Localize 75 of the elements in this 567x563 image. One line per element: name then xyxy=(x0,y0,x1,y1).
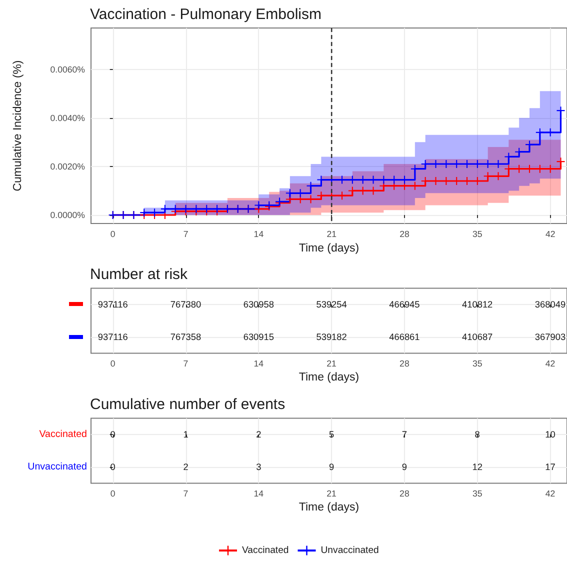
point xyxy=(546,128,554,136)
data-label: 767380 xyxy=(170,299,202,310)
data-label: 539254 xyxy=(316,299,347,310)
data-label: 539182 xyxy=(316,332,347,342)
point xyxy=(182,204,190,213)
legend-label: Unvaccinated xyxy=(320,545,379,556)
x-tick-label: 42 xyxy=(545,488,556,499)
x-tick-label: 21 xyxy=(326,358,337,369)
x-tick-label: 0 xyxy=(110,488,116,499)
y-tick-label: 0.0060% xyxy=(50,64,86,74)
data-label: 8 xyxy=(474,429,480,440)
x-tick-label: 7 xyxy=(183,358,188,369)
data-label: 9 xyxy=(328,462,334,472)
data-label: 2 xyxy=(183,462,188,472)
data-label: 0 xyxy=(110,462,116,472)
data-label: 17 xyxy=(545,462,556,472)
data-label: 12 xyxy=(472,462,482,472)
data-label: 937116 xyxy=(98,332,128,342)
data-label: 466861 xyxy=(389,332,420,342)
y-tick-label: 0.0000% xyxy=(50,210,86,220)
point xyxy=(171,204,180,213)
y-tick-label: 0.0020% xyxy=(50,161,86,172)
y-tick-label: Unvaccinated xyxy=(28,461,87,472)
data-label: 367903 xyxy=(534,332,566,342)
x-tick-label: 35 xyxy=(472,488,482,499)
x-tick-label: 21 xyxy=(326,488,337,499)
data-label: 1 xyxy=(183,429,188,440)
data-label: 5 xyxy=(328,429,334,440)
x-tick-label: 28 xyxy=(400,488,410,499)
point xyxy=(140,208,148,217)
x-tick-label: 7 xyxy=(183,229,188,239)
x-tick-label: 14 xyxy=(254,488,264,499)
data-label: 767358 xyxy=(170,332,202,342)
x-axis-title: Time (days) xyxy=(298,502,360,514)
data-label: 7 xyxy=(402,429,408,440)
data-label: 466945 xyxy=(389,299,420,310)
legend-label: Vaccinated xyxy=(242,545,289,556)
x-axis-title: Time (days) xyxy=(298,242,360,254)
x-tick-label: 42 xyxy=(545,358,556,369)
x-tick-label: 35 xyxy=(472,229,482,239)
point xyxy=(202,204,211,213)
data-label: 410687 xyxy=(462,332,493,342)
point xyxy=(192,204,200,213)
data-label: 937116 xyxy=(98,299,128,310)
chart-title: Vaccination - Pulmonary Embolism xyxy=(90,6,322,23)
y-axis-title: Cumulative Incidence (%) xyxy=(12,60,24,192)
x-tick-label: 28 xyxy=(400,229,410,239)
x-tick-label: 35 xyxy=(472,358,482,369)
y-tick-label: Vaccinated xyxy=(39,428,87,440)
x-tick-label: 42 xyxy=(545,229,556,239)
data-label: 2 xyxy=(256,429,262,440)
x-tick-label: 0 xyxy=(110,358,116,369)
data-label: 630958 xyxy=(243,299,274,310)
data-label: 9 xyxy=(402,462,408,472)
data-label: 630915 xyxy=(243,332,274,342)
chart-title: Cumulative number of events xyxy=(90,396,286,413)
data-label: 3 xyxy=(256,462,262,472)
point xyxy=(160,204,169,213)
point xyxy=(150,208,159,217)
point xyxy=(536,128,544,136)
x-tick-label: 14 xyxy=(254,229,264,239)
data-label: 410812 xyxy=(462,299,493,310)
x-tick-label: 0 xyxy=(110,229,116,239)
x-tick-label: 21 xyxy=(326,229,337,239)
x-axis-title: Time (days) xyxy=(298,372,360,384)
x-tick-label: 14 xyxy=(254,358,264,369)
data-label: 368049 xyxy=(534,299,566,310)
y-tick-label: 0.0040% xyxy=(50,112,86,123)
x-tick-label: 28 xyxy=(400,358,410,369)
chart-title: Number at risk xyxy=(90,266,188,283)
point xyxy=(338,192,346,200)
x-tick-label: 7 xyxy=(183,488,188,499)
point xyxy=(317,192,326,200)
data-label: 10 xyxy=(545,429,556,440)
point xyxy=(213,204,222,213)
